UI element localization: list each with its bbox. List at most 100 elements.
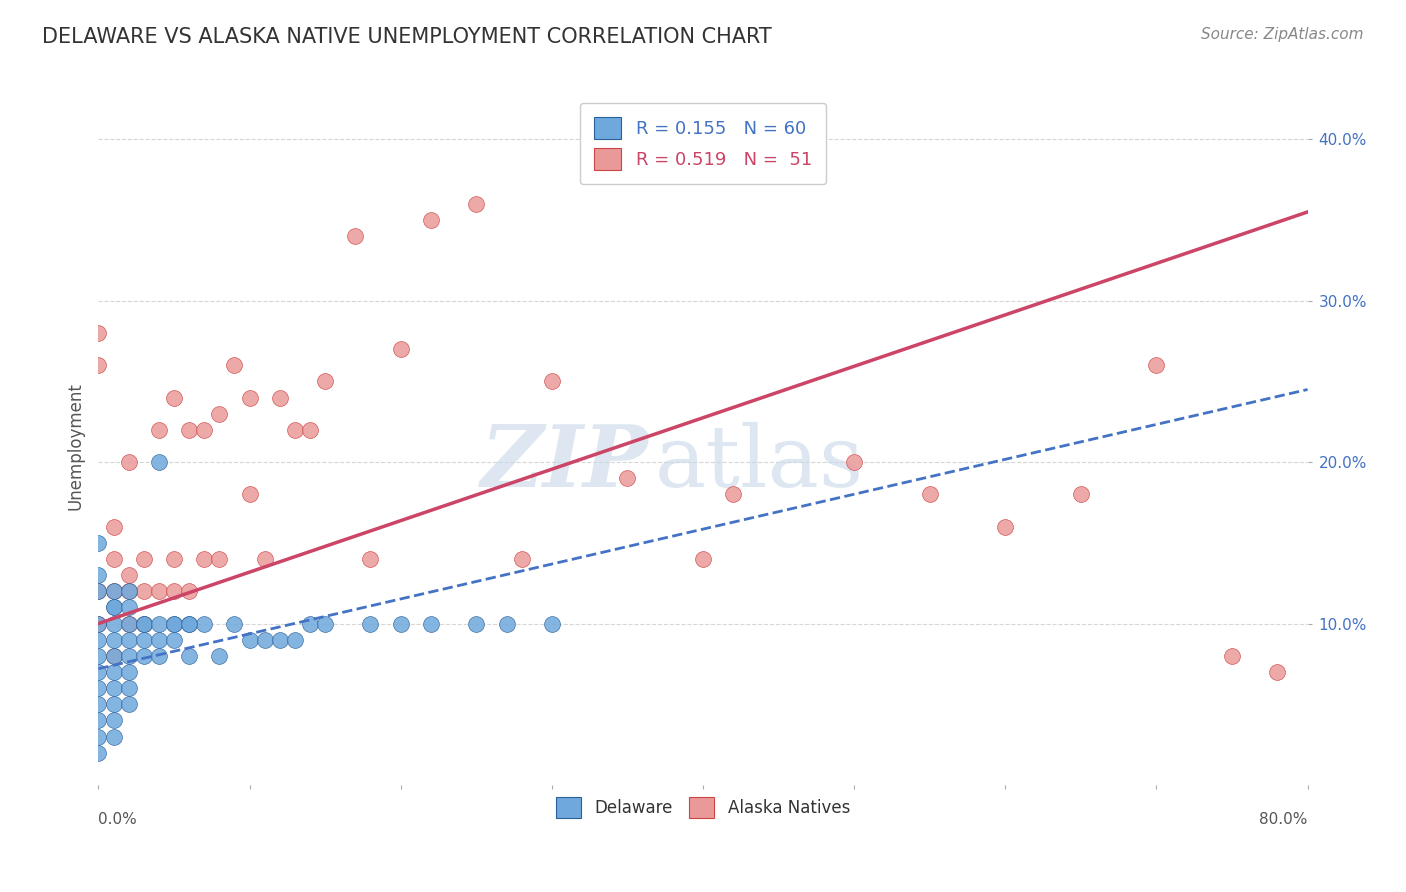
Point [994, 519, 1017, 533]
Point [253, 552, 276, 566]
Point [132, 552, 155, 566]
Point [103, 714, 125, 728]
Point [118, 665, 141, 679]
Point [540, 616, 562, 631]
Text: 80.0%: 80.0% [1260, 812, 1308, 827]
Point [103, 600, 125, 615]
Point [87, 698, 110, 712]
Legend: Delaware, Alaska Natives: Delaware, Alaska Natives [543, 784, 863, 830]
Point [87, 536, 110, 550]
Point [103, 519, 125, 533]
Point [87, 568, 110, 582]
Point [148, 648, 170, 663]
Point [1070, 487, 1092, 501]
Point [360, 552, 382, 566]
Point [103, 584, 125, 599]
Point [239, 487, 262, 501]
Point [148, 423, 170, 437]
Point [103, 584, 125, 599]
Point [314, 616, 336, 631]
Point [179, 616, 201, 631]
Point [224, 359, 246, 373]
Point [299, 423, 322, 437]
Point [132, 616, 155, 631]
Point [163, 632, 186, 647]
Point [193, 552, 215, 566]
Point [239, 391, 262, 405]
Point [87, 648, 110, 663]
Point [103, 648, 125, 663]
Point [420, 616, 443, 631]
Point [465, 616, 488, 631]
Point [87, 616, 110, 631]
Point [179, 584, 201, 599]
Y-axis label: Unemployment: Unemployment [66, 382, 84, 510]
Point [284, 632, 307, 647]
Point [148, 584, 170, 599]
Point [1144, 359, 1167, 373]
Point [118, 455, 141, 469]
Point [163, 616, 186, 631]
Point [87, 665, 110, 679]
Point [224, 616, 246, 631]
Text: 0.0%: 0.0% [98, 812, 138, 827]
Text: ZIP: ZIP [481, 421, 648, 505]
Point [87, 584, 110, 599]
Point [163, 552, 186, 566]
Point [510, 552, 533, 566]
Point [118, 616, 141, 631]
Point [103, 632, 125, 647]
Point [918, 487, 941, 501]
Point [118, 584, 141, 599]
Point [103, 730, 125, 744]
Point [299, 616, 322, 631]
Point [87, 746, 110, 760]
Point [389, 616, 412, 631]
Point [495, 616, 517, 631]
Point [314, 375, 336, 389]
Point [103, 648, 125, 663]
Point [132, 584, 155, 599]
Point [118, 568, 141, 582]
Point [103, 698, 125, 712]
Text: atlas: atlas [655, 421, 863, 505]
Point [193, 423, 215, 437]
Text: DELAWARE VS ALASKA NATIVE UNEMPLOYMENT CORRELATION CHART: DELAWARE VS ALASKA NATIVE UNEMPLOYMENT C… [42, 27, 772, 46]
Point [692, 552, 714, 566]
Point [163, 391, 186, 405]
Point [389, 342, 412, 356]
Point [269, 632, 291, 647]
Point [465, 197, 488, 211]
Point [118, 600, 141, 615]
Point [193, 616, 215, 631]
Point [179, 648, 201, 663]
Point [616, 471, 638, 485]
Point [148, 632, 170, 647]
Point [103, 681, 125, 695]
Point [360, 616, 382, 631]
Point [148, 616, 170, 631]
Text: Source: ZipAtlas.com: Source: ZipAtlas.com [1201, 27, 1364, 42]
Point [132, 632, 155, 647]
Point [118, 648, 141, 663]
Point [208, 552, 231, 566]
Point [118, 632, 141, 647]
Point [208, 407, 231, 421]
Point [148, 455, 170, 469]
Point [103, 665, 125, 679]
Point [1267, 665, 1289, 679]
Point [103, 616, 125, 631]
Point [1220, 648, 1243, 663]
Point [269, 391, 291, 405]
Point [132, 648, 155, 663]
Point [118, 584, 141, 599]
Point [103, 552, 125, 566]
Point [253, 632, 276, 647]
Point [87, 730, 110, 744]
Point [179, 616, 201, 631]
Point [420, 213, 443, 227]
Point [87, 359, 110, 373]
Point [118, 698, 141, 712]
Point [118, 616, 141, 631]
Point [87, 714, 110, 728]
